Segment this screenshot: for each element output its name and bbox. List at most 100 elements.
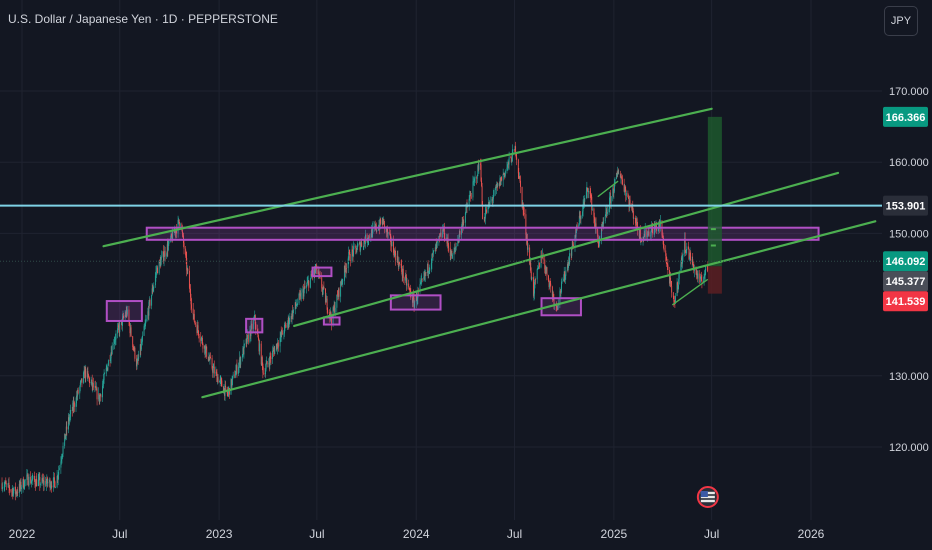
- candle: [265, 363, 267, 379]
- candle-body: [12, 490, 14, 496]
- candle-body: [450, 255, 452, 257]
- candle: [236, 359, 238, 378]
- candle-body: [682, 253, 684, 256]
- candle: [617, 166, 619, 177]
- candle-body: [90, 381, 92, 384]
- candle-body: [580, 215, 582, 220]
- candle-body: [196, 324, 198, 333]
- candle: [538, 260, 540, 270]
- candle: [198, 334, 200, 343]
- candle: [542, 252, 544, 264]
- candle-body: [145, 321, 147, 324]
- candle-body: [488, 202, 490, 205]
- candle-body: [198, 330, 200, 336]
- candle-body: [386, 229, 388, 232]
- candle-body: [606, 209, 608, 214]
- channel-line: [201, 220, 877, 399]
- candle-body: [379, 218, 381, 229]
- candle: [151, 294, 153, 310]
- candle: [439, 234, 441, 238]
- candle: [213, 363, 215, 369]
- candle: [682, 254, 683, 269]
- candle-body: [24, 480, 26, 488]
- candle: [219, 380, 221, 383]
- candle-body: [102, 385, 103, 398]
- candle: [448, 243, 450, 253]
- candle: [26, 469, 28, 477]
- candle-body: [404, 275, 406, 281]
- support-resistance-zone: [311, 266, 333, 278]
- candle-body: [423, 272, 425, 277]
- candle-body: [231, 379, 233, 387]
- candle: [635, 217, 637, 228]
- candle: [293, 309, 295, 314]
- candle: [118, 321, 120, 337]
- candle: [107, 359, 109, 366]
- candle: [243, 339, 245, 359]
- candle-body: [303, 289, 305, 297]
- candle: [617, 168, 619, 175]
- x-tick-label: 2023: [206, 527, 233, 541]
- candle: [624, 185, 626, 192]
- candle: [496, 181, 498, 195]
- candle-body: [220, 379, 222, 381]
- candle-body: [28, 484, 29, 486]
- candle-body: [510, 157, 512, 158]
- candle-body: [242, 348, 244, 355]
- candle-body: [137, 359, 139, 363]
- candle-body: [688, 249, 690, 259]
- candle: [107, 363, 109, 372]
- candle: [498, 181, 500, 189]
- candle-body: [659, 221, 661, 228]
- candle: [553, 293, 555, 310]
- currency-button[interactable]: JPY: [884, 6, 918, 36]
- candle-body: [284, 324, 285, 334]
- candle: [518, 172, 520, 180]
- candle-body: [265, 364, 267, 370]
- candle: [423, 271, 425, 282]
- candle: [117, 323, 119, 339]
- candle-body: [478, 163, 480, 170]
- candle-body: [632, 210, 634, 219]
- time-axis[interactable]: 2022 Jul 2023 Jul 2024 Jul 2025 Jul 2026: [9, 527, 825, 541]
- candle: [18, 479, 20, 498]
- candle-body: [518, 173, 520, 178]
- candle: [701, 274, 703, 289]
- candle: [352, 245, 353, 257]
- candle: [396, 250, 398, 263]
- candle: [602, 217, 604, 228]
- candle: [79, 385, 81, 400]
- candle-body: [157, 267, 159, 274]
- candle: [333, 300, 335, 313]
- candle-body: [433, 250, 434, 253]
- candle: [408, 286, 410, 291]
- candle-body: [389, 234, 391, 236]
- candle: [510, 155, 512, 163]
- candle: [123, 312, 124, 321]
- us-flag-event-icon[interactable]: [696, 486, 719, 508]
- candle-body: [440, 232, 442, 238]
- candle: [576, 222, 578, 231]
- candle-body: [136, 362, 138, 367]
- candle-body: [527, 239, 528, 250]
- candle: [472, 175, 474, 201]
- long-position-tool[interactable]: [707, 116, 722, 294]
- candle: [527, 243, 529, 253]
- support-resistance-zone: [145, 226, 820, 241]
- candle-body: [11, 489, 13, 491]
- candle: [269, 352, 271, 370]
- candle: [64, 433, 66, 449]
- candle-body: [80, 378, 82, 381]
- candle: [258, 334, 259, 342]
- candle-body: [493, 195, 494, 199]
- candle-body: [148, 299, 150, 303]
- candle-body: [262, 372, 264, 374]
- candle: [88, 375, 90, 382]
- y-tick-label: 160.000: [889, 157, 929, 169]
- candle-body: [435, 244, 437, 252]
- candle-body: [84, 368, 86, 379]
- candle-body: [400, 263, 402, 266]
- candle-body: [413, 297, 415, 308]
